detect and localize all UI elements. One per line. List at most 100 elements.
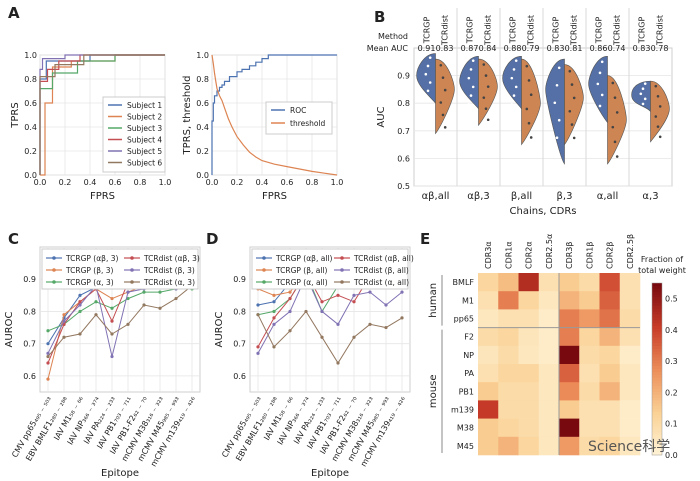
colorbar-step (652, 334, 662, 338)
colorbar-step (652, 409, 662, 413)
colorbar-step (652, 406, 662, 410)
category-label: αβ,3 (467, 191, 490, 202)
legend-marker (340, 268, 344, 272)
heatmap-cell (478, 273, 499, 292)
colorbar-step (652, 432, 662, 436)
data-point (320, 335, 324, 339)
heatmap-cell (559, 436, 580, 456)
heatmap-cell (498, 418, 519, 438)
y-tick-label: 1.0 (196, 51, 209, 60)
violin-point (467, 76, 471, 80)
mean-auc-value: 0.83 (547, 44, 565, 53)
legend-label: TCRdist (β, all) (353, 266, 409, 275)
colorbar-step (652, 363, 662, 367)
row-label: m139 (451, 406, 474, 415)
violin-point (656, 125, 660, 128)
data-point (272, 322, 276, 326)
heatmap-cell (559, 273, 580, 292)
violin-point (469, 94, 473, 97)
violin-point (482, 63, 486, 66)
colorbar-step (652, 348, 662, 353)
data-point (46, 361, 50, 365)
violin-point (568, 69, 572, 73)
data-point (174, 296, 178, 301)
colorbar-step (652, 366, 662, 370)
series-line (47, 288, 192, 332)
heatmap-cell (619, 436, 641, 456)
data-point (288, 290, 292, 294)
method-name: TCRdist (527, 15, 536, 46)
data-point (272, 345, 276, 349)
colorbar-step (652, 423, 662, 427)
x-axis-label: FPRS (90, 191, 115, 202)
colorbar-step (652, 417, 662, 421)
row-label: PA (464, 369, 474, 378)
violin-tcrdist (650, 80, 670, 143)
heatmap-cell (478, 418, 499, 438)
colorbar-step (652, 446, 662, 450)
x-tick-label: 0.8 (134, 178, 147, 187)
heatmap-cell (538, 273, 560, 292)
violin-point (615, 155, 619, 158)
heatmap-cell (498, 327, 519, 347)
data-point (78, 309, 82, 314)
data-point (110, 306, 114, 310)
heatmap-cell (518, 327, 540, 347)
mean-auc-value: 0.84 (479, 44, 497, 53)
x-tick-label: 0.8 (306, 178, 319, 187)
heatmap-cell (599, 273, 621, 292)
data-point (288, 309, 292, 314)
legend-marker (52, 280, 56, 284)
colorbar-step (652, 305, 662, 310)
legend-label: Subject 5 (127, 147, 162, 156)
data-point (142, 290, 146, 294)
colorbar-step (652, 371, 662, 376)
series-line (47, 285, 193, 357)
mean-auc-value: 0.87 (461, 44, 479, 53)
heatmap-cell (478, 400, 499, 419)
heatmap-cell (559, 364, 580, 383)
violin-point (572, 136, 576, 140)
mean-auc-value: 0.79 (522, 44, 540, 53)
legend-label: Subject 4 (127, 136, 162, 145)
colorbar-step (652, 434, 662, 439)
data-point (384, 303, 388, 307)
violin-point (471, 59, 475, 62)
data-point (110, 332, 114, 336)
violin-point (658, 105, 662, 108)
colorbar-step (652, 328, 662, 333)
heatmap-cell (518, 345, 540, 365)
y-tick-label: 0.9 (23, 275, 36, 284)
heatmap-cell (559, 418, 580, 438)
legend-marker (52, 256, 56, 260)
violin-point (596, 82, 600, 86)
colorbar-step (652, 443, 662, 447)
violin-point (639, 107, 643, 111)
legend-label: threshold (290, 119, 326, 128)
data-point (272, 293, 276, 297)
category-label: β,3 (557, 191, 573, 202)
heatmap-cell (538, 382, 560, 401)
heatmap-cell (538, 418, 560, 438)
colorbar-step (652, 383, 662, 387)
violin-point (613, 140, 617, 144)
data-point (46, 329, 50, 333)
violin-point (443, 126, 447, 129)
colorbar-step (652, 337, 662, 341)
method-name: TCRdist (484, 15, 493, 46)
heatmap-cell (498, 436, 519, 456)
colorbar-step (652, 426, 662, 430)
heatmap-cell (559, 400, 580, 419)
violin-point (570, 123, 574, 126)
row-label: F2 (464, 333, 474, 342)
violin-point (656, 95, 660, 98)
column-label: CDR2.5α (545, 234, 554, 269)
violin-tcrgp (631, 80, 651, 113)
series-line (39, 54, 165, 175)
data-point (94, 313, 98, 317)
legend-label: ROC (290, 106, 306, 115)
legend-marker (262, 280, 266, 284)
series-line (39, 54, 165, 175)
